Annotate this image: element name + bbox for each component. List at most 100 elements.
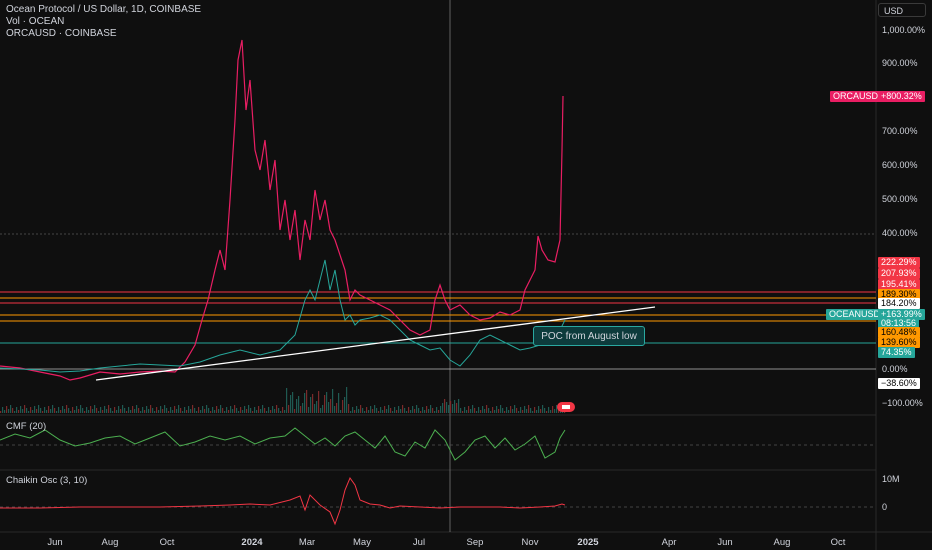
volume-bar <box>84 411 86 413</box>
volume-bar <box>392 411 394 413</box>
volume-bar <box>490 411 492 413</box>
volume-bar <box>414 409 416 413</box>
volume-bar <box>108 405 110 413</box>
volume-bar <box>66 405 68 413</box>
volume-bar <box>256 410 258 413</box>
volume-bar <box>536 410 538 413</box>
volume-bar <box>62 406 64 413</box>
volume-bar <box>426 406 428 413</box>
volume-bar <box>86 407 88 413</box>
trendline[interactable] <box>95 306 656 381</box>
volume-bar <box>156 407 158 413</box>
volume-bar <box>264 408 266 413</box>
volume-bar <box>216 406 218 413</box>
x-tick: Apr <box>661 537 677 548</box>
volume-bar <box>530 408 532 413</box>
poc-annotation[interactable]: POC from August low <box>533 326 645 346</box>
volume-bar <box>378 411 380 413</box>
volume-bar <box>538 406 540 413</box>
volume-bar <box>290 395 292 413</box>
volume-bar <box>232 409 234 413</box>
volume-bar <box>526 409 528 413</box>
volume-bar <box>540 409 542 413</box>
oceanusd-line <box>0 259 566 373</box>
volume-bar <box>492 407 494 413</box>
volume-bar <box>480 410 482 413</box>
volume-bar <box>258 406 260 413</box>
volume-bar <box>190 409 192 413</box>
volume-legend[interactable]: Vol · OCEAN <box>6 16 65 27</box>
volume-bar <box>356 406 358 413</box>
volume-bar <box>296 399 298 413</box>
volume-bar <box>476 411 478 413</box>
volume-bar <box>292 392 294 413</box>
volume-bar <box>406 411 408 413</box>
live-flag-icon[interactable] <box>557 402 575 412</box>
volume-bar <box>544 408 546 413</box>
volume-bar <box>198 407 200 413</box>
volume-bar <box>238 411 240 413</box>
volume-bar <box>158 410 160 413</box>
volume-bar <box>230 406 232 413</box>
volume-bar <box>458 399 460 413</box>
volume-bar <box>242 410 244 413</box>
volume-bar <box>82 408 84 413</box>
volume-bar <box>546 411 548 413</box>
volume-bar <box>474 408 476 413</box>
volume-bar <box>268 407 270 413</box>
volume-bar <box>70 411 72 413</box>
volume-bar <box>180 408 182 413</box>
volume-bar <box>372 409 374 413</box>
volume-bar <box>140 411 142 413</box>
volume-bar <box>260 409 262 413</box>
volume-bar <box>88 410 90 413</box>
volume-bar <box>502 408 504 413</box>
volume-bar <box>520 407 522 413</box>
chaikin-label[interactable]: Chaikin Osc (3, 10) <box>6 475 88 486</box>
volume-bar <box>138 408 140 413</box>
level-tag: 74.35% <box>878 347 915 358</box>
volume-bar <box>76 406 78 413</box>
level-tag: 189.30% <box>878 289 920 300</box>
currency-button[interactable]: USD <box>878 3 926 17</box>
volume-bar <box>176 409 178 413</box>
volume-bar <box>262 405 264 413</box>
volume-bar <box>308 407 310 413</box>
volume-bar <box>298 396 300 413</box>
volume-bar <box>548 407 550 413</box>
y-tick: 0.00% <box>882 364 908 374</box>
x-tick: Oct <box>159 537 175 548</box>
symbol-title[interactable]: Ocean Protocol / US Dollar, 1D, COINBASE <box>6 4 202 15</box>
volume-bar <box>518 411 520 413</box>
chaikin-axis-tick: 10M <box>882 474 900 484</box>
volume-bar <box>144 410 146 413</box>
volume-bar <box>354 410 356 413</box>
volume-bar <box>220 405 222 413</box>
volume-bar <box>60 410 62 413</box>
volume-bar <box>274 409 276 413</box>
volume-bar <box>252 411 254 413</box>
volume-bar <box>120 409 122 413</box>
volume-bar <box>556 405 558 413</box>
x-tick: 2024 <box>241 537 263 548</box>
volume-bar <box>560 411 562 413</box>
volume-bar <box>430 405 432 413</box>
volume-bar <box>482 406 484 413</box>
x-tick: Aug <box>773 537 791 548</box>
volume-bar <box>160 406 162 413</box>
compare-legend[interactable]: ORCAUSD · COINBASE <box>6 28 117 39</box>
volume-bar <box>342 400 344 413</box>
volume-bar <box>396 410 398 413</box>
horizontal-levels[interactable] <box>0 291 876 370</box>
volume-bar <box>2 407 4 413</box>
volume-bar <box>122 405 124 413</box>
volume-bar <box>188 406 190 413</box>
cmf-label[interactable]: CMF (20) <box>6 421 47 432</box>
volume-bar <box>374 405 376 413</box>
volume-bar <box>42 411 44 413</box>
volume-bar <box>404 408 406 413</box>
x-tick: Nov <box>521 537 539 548</box>
volume-bar <box>428 409 430 413</box>
volume-bar <box>376 408 378 413</box>
